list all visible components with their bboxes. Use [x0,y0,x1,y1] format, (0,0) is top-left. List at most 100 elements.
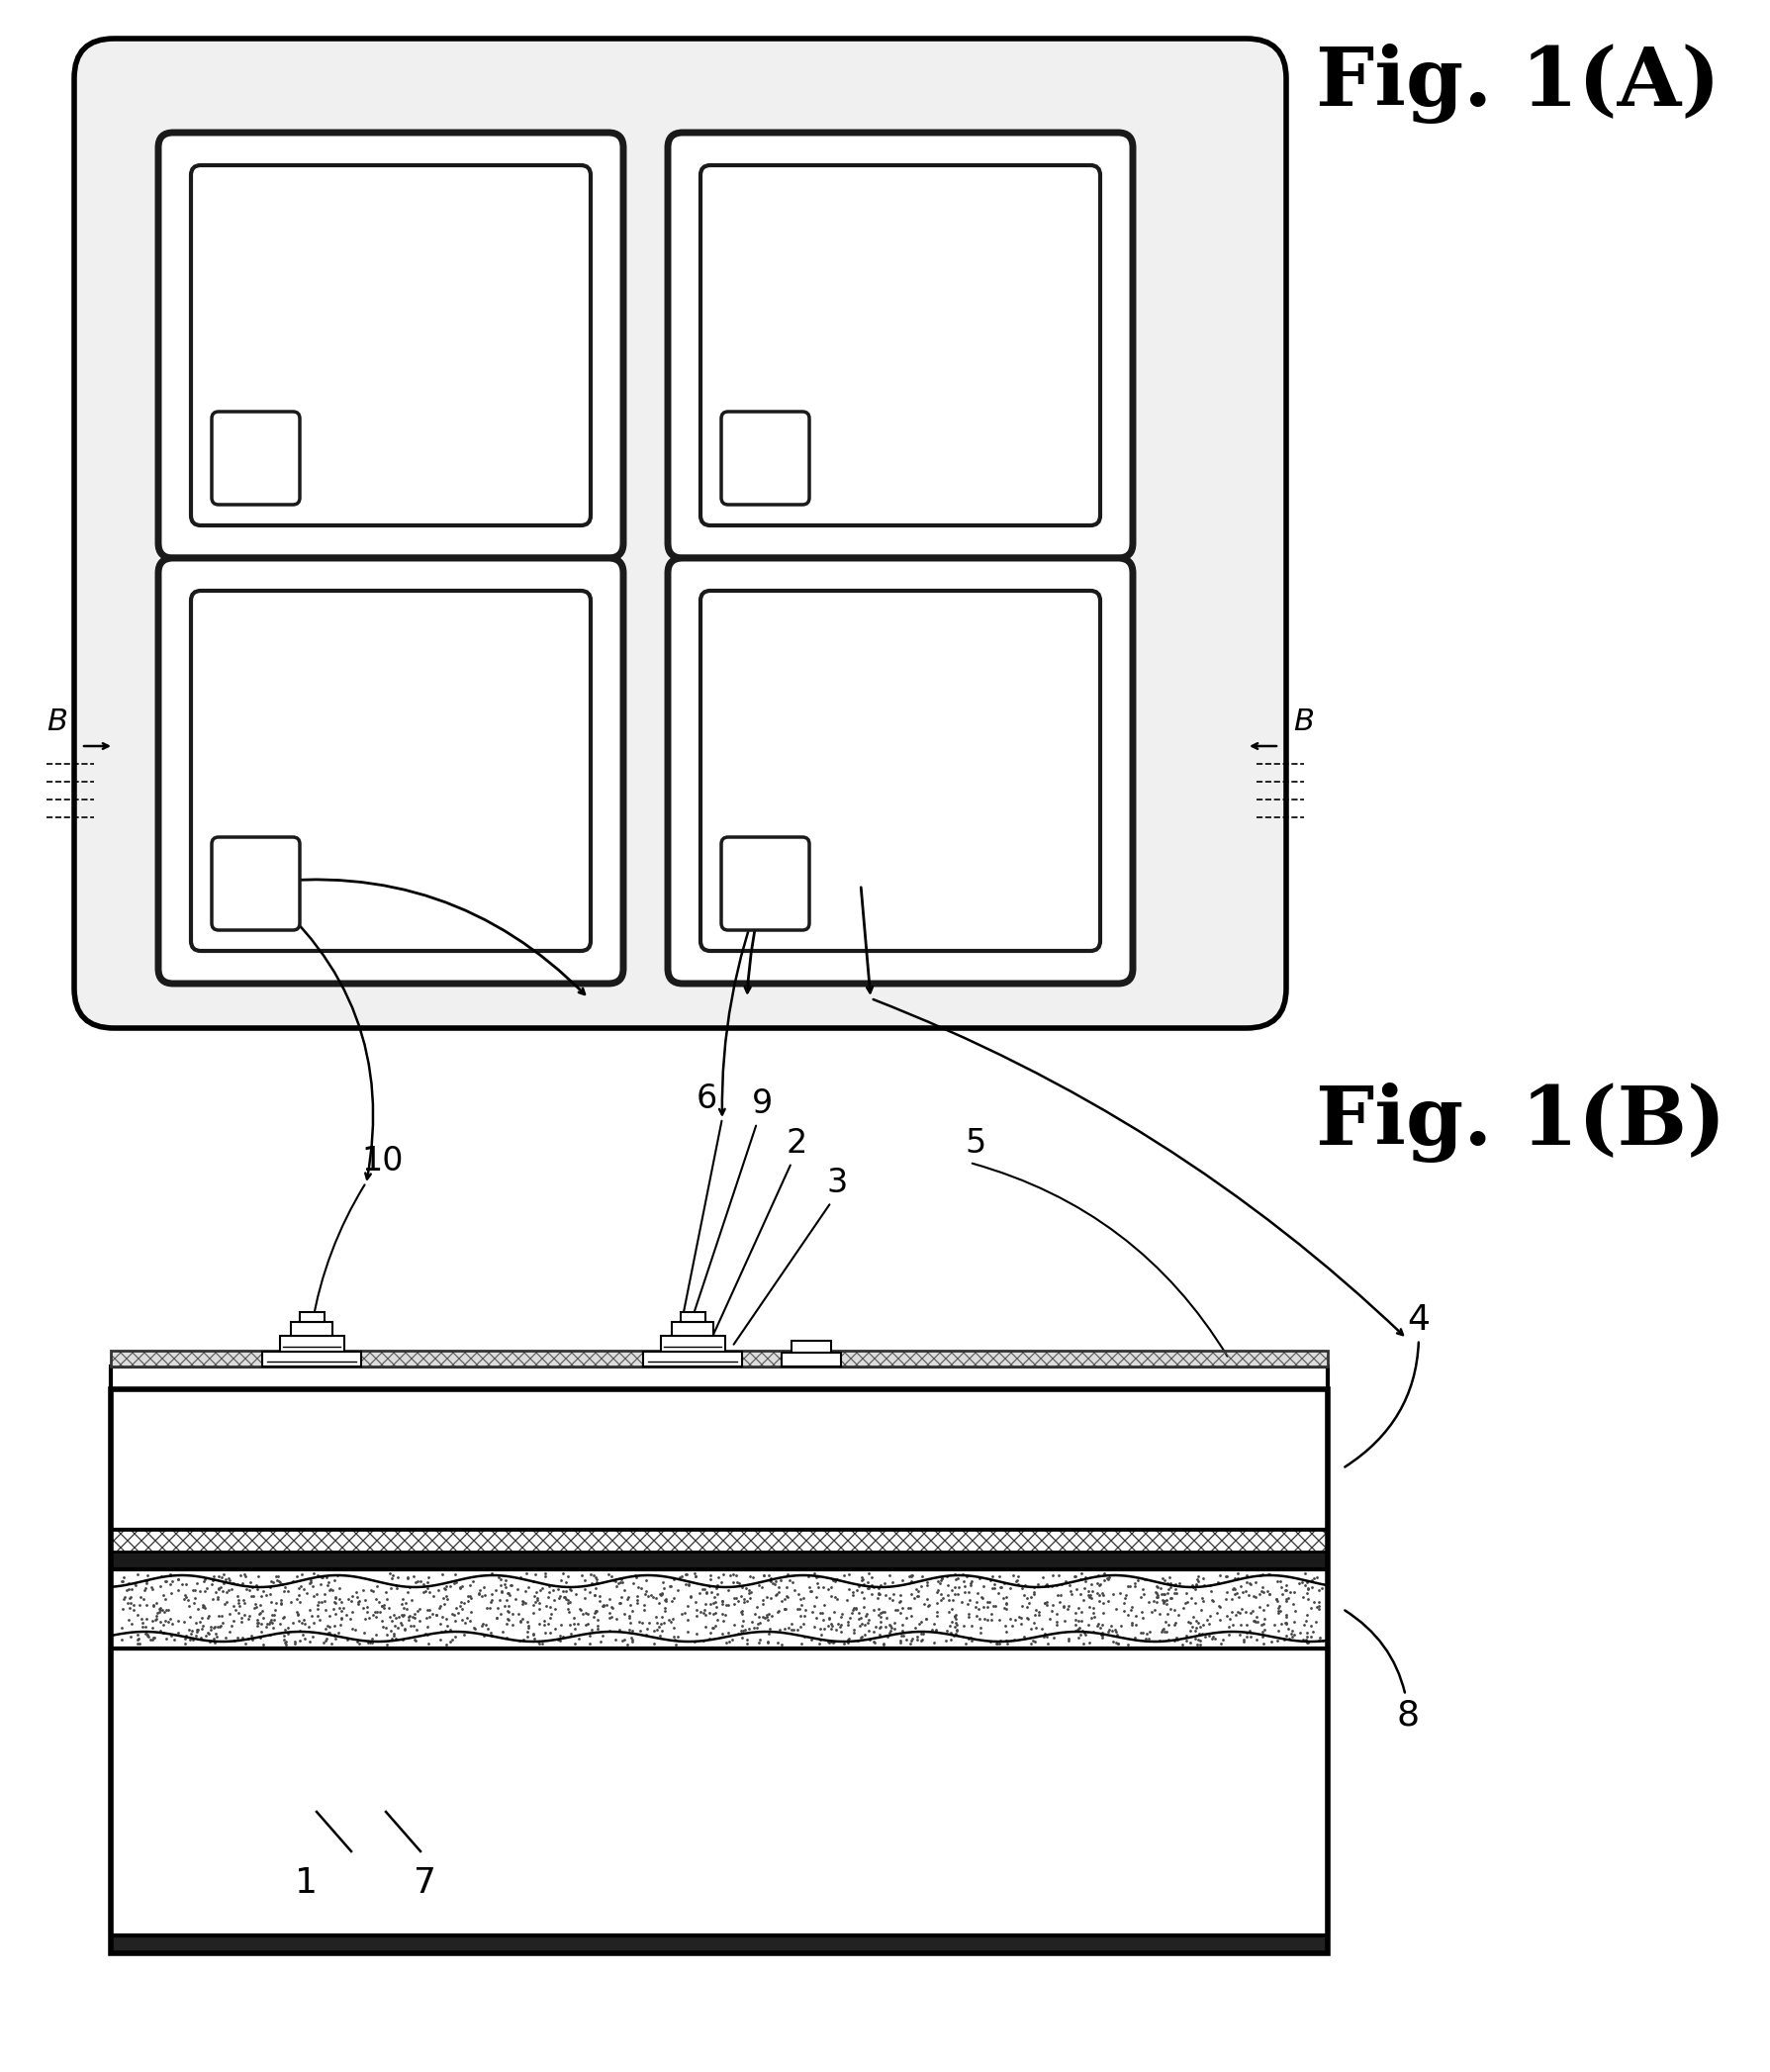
Point [267,1569,296,1602]
Point [860,1627,889,1660]
Point [1099,1624,1127,1658]
Point [607,1564,635,1598]
Point [618,1622,646,1656]
Point [989,1591,1018,1624]
Point [1253,1558,1281,1591]
Point [535,1575,563,1608]
Point [1060,1604,1089,1637]
Point [543,1573,572,1606]
Point [145,1606,173,1639]
Point [729,1614,758,1647]
Point [1158,1581,1186,1614]
Point [853,1571,881,1604]
Point [535,1571,563,1604]
Point [680,1560,708,1593]
Point [168,1569,196,1602]
Point [1163,1600,1191,1633]
Point [825,1610,853,1643]
Point [1253,1587,1281,1620]
Point [200,1622,228,1656]
Point [333,1581,361,1614]
Point [818,1562,846,1595]
Point [1223,1595,1251,1629]
Point [195,1618,223,1651]
Point [110,1583,138,1616]
Point [267,1583,296,1616]
Point [912,1583,940,1616]
Point [570,1581,598,1614]
Point [446,1571,474,1604]
Point [864,1591,892,1624]
Point [388,1600,416,1633]
Point [1032,1585,1060,1618]
Point [896,1577,924,1610]
Point [770,1591,798,1624]
Point [1126,1616,1154,1649]
Point [158,1577,186,1610]
Point [119,1587,147,1620]
Point [1248,1614,1276,1647]
Point [1113,1569,1142,1602]
Point [926,1566,954,1600]
Point [722,1564,750,1598]
Point [671,1558,699,1591]
Point [938,1583,966,1616]
Point [1154,1608,1182,1641]
Point [1020,1598,1048,1631]
Point [586,1579,614,1612]
Point [904,1575,933,1608]
Point [230,1627,258,1660]
Point [970,1602,998,1635]
Point [660,1622,689,1656]
Point [173,1612,202,1645]
Point [411,1575,439,1608]
Point [802,1581,830,1614]
Point [643,1606,671,1639]
Point [260,1593,289,1627]
Point [1255,1577,1283,1610]
Point [634,1606,662,1639]
Point [1094,1560,1122,1593]
Point [991,1593,1020,1627]
Point [857,1560,885,1593]
Point [1060,1560,1089,1593]
Point [887,1614,915,1647]
Point [508,1604,536,1637]
Point [513,1620,542,1653]
Point [1220,1577,1248,1610]
Point [1043,1579,1071,1612]
Point [1271,1583,1299,1616]
Point [922,1600,950,1633]
Point [623,1579,651,1612]
Point [494,1577,522,1610]
Point [1142,1577,1170,1610]
Point [384,1560,412,1593]
Point [1016,1612,1044,1645]
Point [395,1571,423,1604]
Point [889,1618,917,1651]
Point [1260,1583,1289,1616]
Point [952,1560,981,1593]
Point [219,1604,248,1637]
Point [814,1573,843,1606]
Point [361,1600,389,1633]
Point [1290,1624,1319,1658]
Point [582,1573,611,1606]
Point [379,1558,407,1591]
Point [550,1575,579,1608]
Point [326,1602,354,1635]
Point [149,1579,177,1612]
Point [648,1577,676,1610]
Point [623,1583,651,1616]
Point [342,1624,370,1658]
Point [411,1616,439,1649]
Point [1271,1618,1299,1651]
Point [807,1598,835,1631]
Point [1103,1627,1131,1660]
Point [354,1602,382,1635]
Point [1106,1610,1135,1643]
Point [931,1614,959,1647]
Point [297,1569,326,1602]
Point [630,1587,658,1620]
Point [1030,1585,1058,1618]
